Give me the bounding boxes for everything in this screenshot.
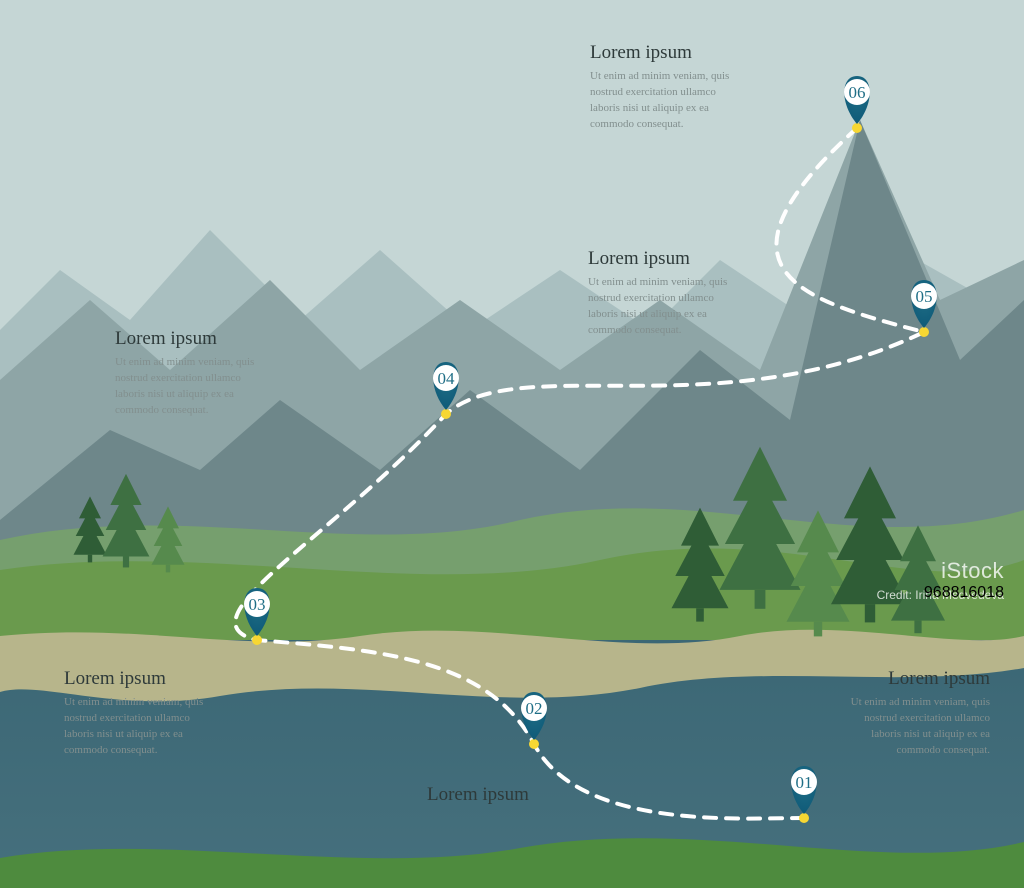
- route-dot: [441, 409, 451, 419]
- pin-number: 03: [249, 595, 266, 614]
- step-desc: Ut enim ad minim veniam, quis nostrud ex…: [115, 355, 254, 419]
- step-title: Lorem ipsum: [588, 248, 727, 271]
- route-dot: [799, 813, 809, 823]
- step-title: Lorem ipsum: [590, 42, 729, 65]
- pin-number: 04: [438, 369, 456, 388]
- step-label: Lorem ipsum Ut enim ad minim veniam, quis…: [851, 668, 990, 759]
- step-desc: Ut enim ad minim veniam, quis nostrud ex…: [64, 695, 203, 759]
- step-label: Lorem ipsum Ut enim ad minim veniam, quis…: [115, 328, 254, 419]
- pin-number: 02: [526, 699, 543, 718]
- pin-number: 01: [796, 773, 813, 792]
- pin-number: 05: [916, 287, 933, 306]
- step-label: Lorem ipsum Ut enim ad minim veniam, quis…: [64, 668, 203, 759]
- step-desc: Ut enim ad minim veniam, quis nostrud ex…: [851, 695, 990, 759]
- step-desc: Ut enim ad minim veniam, quis nostrud ex…: [590, 69, 729, 133]
- step-title: Lorem ipsum: [427, 784, 529, 807]
- pin-number: 06: [849, 83, 866, 102]
- step-label: Lorem ipsum Ut enim ad minim veniam, quis…: [588, 248, 727, 339]
- step-title: Lorem ipsum: [64, 668, 203, 691]
- step-title: Lorem ipsum: [851, 668, 990, 691]
- step-desc: Ut enim ad minim veniam, quis nostrud ex…: [588, 275, 727, 339]
- route-dot: [852, 123, 862, 133]
- route-dot: [529, 739, 539, 749]
- infographic-canvas: 01 02 03 04 05 06 Lorem ipsum Ut enim ad minim…: [0, 0, 1024, 888]
- step-label: Lorem ipsum Ut enim ad minim veniam, quis…: [590, 42, 729, 133]
- step-title: Lorem ipsum: [115, 328, 254, 351]
- route-dot: [252, 635, 262, 645]
- route-dot: [919, 327, 929, 337]
- step-label: Lorem ipsum: [427, 784, 529, 811]
